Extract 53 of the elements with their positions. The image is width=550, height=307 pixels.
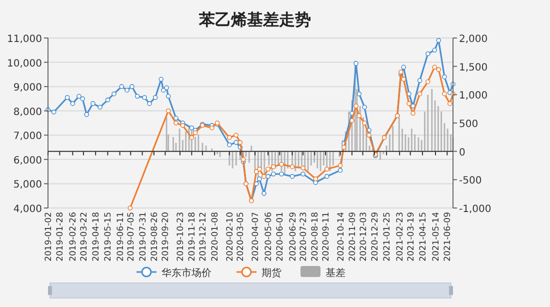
x-tick-label: 2020-01-08 [210,212,221,262]
x-tick-label: 2020-02-10 [225,212,236,262]
y2-tick-label: 500 [459,119,478,130]
y2-tick-label: -500 [459,176,482,187]
x-tick-label: 2019-07-31 [138,212,148,262]
x-tick-label: 2019-09-20 [161,212,172,262]
legend-label: 期货 [262,267,282,279]
y-tick-label: 9,000 [13,82,42,94]
y2-tick-label: 1,000 [459,90,488,102]
x-tick-label: 2020-11-09 [348,212,358,262]
x-tick-label: 2020-10-14 [336,212,346,262]
x-tick-label: 2020-06-29 [288,212,298,262]
x-tick-label: 2021-02-23 [396,212,406,262]
x-tick-label: 2020-06-01 [276,212,286,262]
y2-tick-label: 1,500 [459,62,488,74]
x-tick-label: 2021-05-14 [431,212,442,262]
y-tick-label: 11,000 [7,34,42,45]
x-tick-label: 2020-03-05 [236,212,246,262]
x-tick-label: 2019-04-18 [92,212,102,262]
x-tick-label: 2019-11-18 [188,212,198,262]
y2-tick-label: 0 [459,147,466,158]
legend-label: 华东市场价 [162,267,212,279]
y2-tick-label: -1,000 [459,204,492,215]
x-tick-label: 2019-07-05 [126,212,137,262]
x-tick-label: 2019-02-26 [68,212,79,262]
x-tick-label: 2021-06-09 [443,212,454,262]
chart-title: 苯乙烯基差走势 [198,10,311,29]
x-tick-label: 2020-05-06 [264,212,274,262]
x-tick-label: 2020-08-18 [310,212,321,262]
x-tick-label: 2019-01-28 [56,212,66,262]
x-tick-label: 2019-01-02 [44,212,54,262]
x-tick-label: 2020-12-03 [358,212,369,262]
x-tick-label: 2020-12-29 [370,212,380,262]
y-tick-label: 5,000 [13,180,42,191]
x-tick-label: 2019-05-15 [104,212,114,262]
y-tick-label: 6,000 [13,155,42,166]
x-tick-label: 2019-10-23 [176,212,186,262]
x-tick-label: 2019-06-11 [116,212,126,262]
x-tick-label: 2019-03-22 [79,212,90,262]
y2-tick-label: 2,000 [459,34,488,45]
x-tick-label: 2019-08-26 [150,212,160,262]
x-tick-label: 2021-01-25 [382,212,393,262]
y-tick-label: 4,000 [13,204,42,215]
x-tick-label: 2020-09-11 [321,212,332,262]
y-tick-label: 8,000 [13,106,42,118]
x-tick-label: 2019-12-12 [198,212,208,262]
x-tick-label: 2021-03-19 [406,212,416,262]
x-tick-label: 2021-04-15 [418,212,428,262]
y-tick-label: 7,000 [13,131,42,142]
legend-label: 基差 [326,267,346,279]
x-tick-label: 2020-07-23 [299,212,310,262]
y-tick-label: 10,000 [7,58,42,70]
x-tick-label: 2020-04-07 [250,212,261,262]
